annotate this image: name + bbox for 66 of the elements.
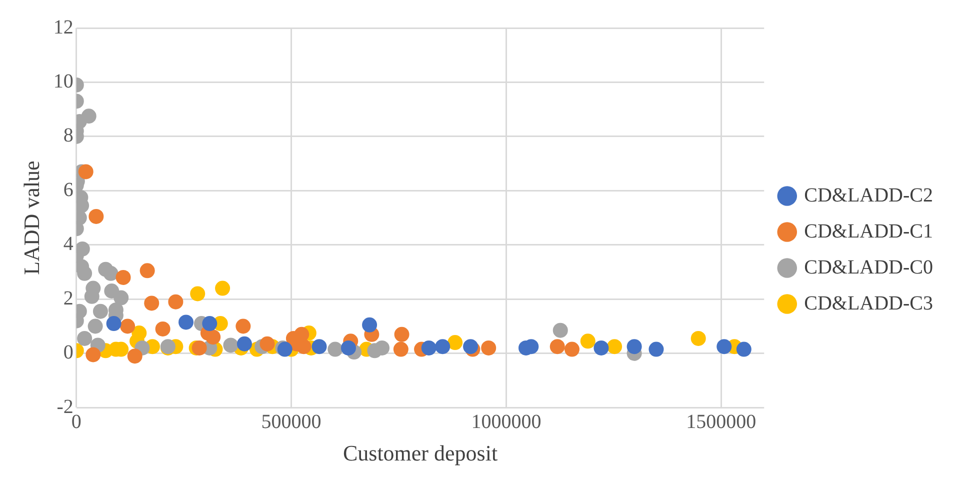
- point: [607, 339, 622, 354]
- point: [236, 336, 252, 352]
- point: [328, 342, 343, 357]
- point: [564, 342, 580, 357]
- y-tick-label: 8: [63, 124, 74, 147]
- point: [223, 338, 238, 353]
- point: [103, 266, 118, 281]
- point: [206, 330, 221, 345]
- point: [394, 326, 410, 342]
- y-tick-label: 12: [53, 16, 74, 38]
- point: [421, 340, 436, 356]
- point: [106, 316, 122, 332]
- point: [155, 321, 170, 336]
- point: [77, 266, 92, 281]
- legend-label: CD&LADD-C3: [804, 292, 934, 314]
- point: [120, 318, 136, 334]
- point: [127, 348, 142, 364]
- point: [362, 317, 378, 332]
- legend-label: CD&LADD-C2: [804, 184, 934, 206]
- point: [140, 263, 155, 278]
- point: [340, 340, 356, 356]
- point: [736, 342, 752, 357]
- point: [374, 340, 390, 356]
- y-tick-label: 4: [63, 233, 74, 256]
- point: [552, 322, 568, 338]
- point: [192, 340, 207, 356]
- point: [190, 286, 206, 302]
- legend-label: CD&LADD-C1: [804, 220, 934, 242]
- point: [716, 339, 732, 354]
- point: [312, 339, 327, 354]
- point: [260, 336, 275, 352]
- y-tick-label: 0: [63, 342, 74, 364]
- point: [144, 296, 160, 311]
- point: [86, 347, 101, 362]
- x-tick-label: 500000: [261, 410, 322, 433]
- y-tick-label: 2: [63, 287, 74, 310]
- x-axis-title: Customer deposit: [342, 440, 498, 466]
- point: [690, 330, 706, 346]
- point: [178, 314, 194, 330]
- point: [114, 290, 129, 306]
- point: [393, 342, 408, 357]
- x-tick-label: 1000000: [471, 410, 542, 433]
- point: [88, 318, 103, 334]
- point: [88, 208, 104, 224]
- point: [215, 280, 230, 296]
- point: [481, 340, 496, 356]
- point: [92, 304, 108, 319]
- y-axis-title: LADD value: [18, 160, 44, 275]
- point: [168, 294, 184, 310]
- point: [236, 318, 251, 334]
- point: [202, 316, 218, 332]
- point: [626, 339, 642, 354]
- point: [116, 270, 131, 285]
- point: [448, 335, 463, 350]
- point: [550, 339, 565, 354]
- x-tick-label: 1500000: [686, 410, 756, 433]
- point: [77, 330, 92, 346]
- point: [594, 340, 609, 356]
- point: [648, 342, 664, 357]
- y-tick-label: 6: [63, 178, 74, 201]
- point: [435, 339, 450, 354]
- point: [580, 334, 596, 349]
- y-tick-label: 10: [53, 70, 74, 92]
- point: [78, 164, 94, 180]
- y-tick-label: -2: [56, 396, 74, 418]
- legend-label: CD&LADD-C0: [804, 256, 934, 278]
